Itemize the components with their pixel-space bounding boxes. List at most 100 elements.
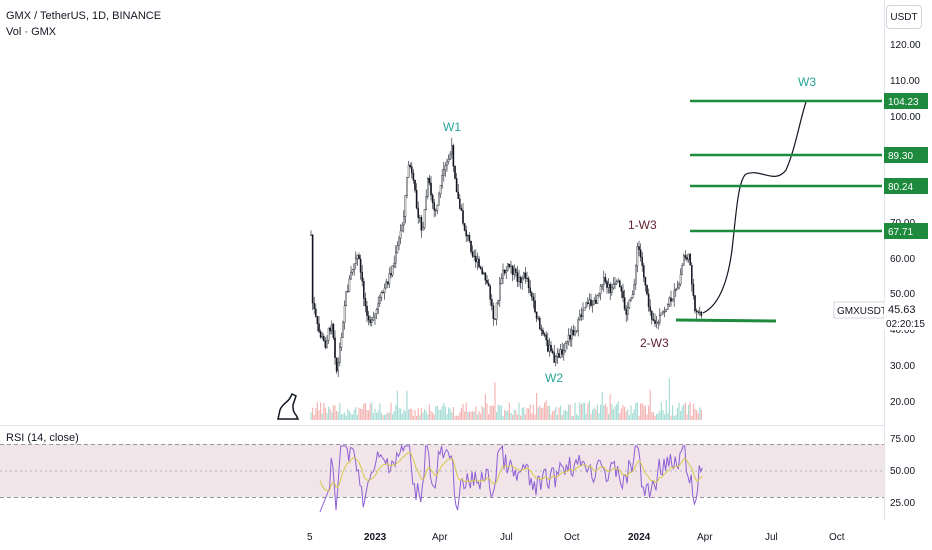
volume-bar	[601, 391, 603, 420]
volume-bar	[590, 413, 592, 420]
candle-body	[529, 287, 531, 293]
volume-bar	[540, 408, 542, 420]
volume-bar	[340, 414, 342, 420]
wave-label-2-w3: 2-W3	[640, 336, 669, 350]
volume-bar	[670, 415, 672, 420]
level-tag-104: 104.23	[884, 93, 928, 109]
candle-body	[473, 255, 476, 258]
candle-body	[443, 169, 445, 176]
candle-body	[598, 293, 600, 296]
candle-body	[383, 287, 386, 293]
candle-body	[569, 335, 571, 340]
candle-body	[599, 285, 602, 294]
candle-body	[447, 159, 450, 162]
volume-bar	[697, 413, 699, 420]
volume-bar	[542, 407, 544, 420]
time-label: Jul	[500, 532, 513, 543]
volume-bar	[545, 400, 547, 420]
volume-bar	[432, 412, 434, 420]
candle-body	[455, 178, 458, 193]
volume-bar	[457, 415, 459, 420]
candle-body	[617, 280, 619, 282]
volume-bar	[460, 408, 462, 420]
volume-bar	[372, 413, 374, 420]
volume-bar	[641, 403, 643, 420]
volume-bar	[672, 405, 674, 420]
candle-body	[635, 265, 637, 285]
volume-bar	[571, 415, 573, 420]
candle-body	[414, 179, 416, 191]
volume-bar	[459, 412, 461, 420]
candle-body	[460, 208, 463, 211]
candle-body	[679, 274, 682, 285]
volume-bar	[403, 409, 405, 420]
volume-bar	[347, 409, 349, 420]
volume-bar	[366, 409, 368, 420]
candle-body	[398, 238, 400, 246]
volume-bar	[516, 414, 518, 420]
volume-bar	[662, 410, 664, 420]
volume-bar	[510, 412, 512, 420]
candle-body	[318, 323, 320, 332]
candle-body	[615, 281, 618, 284]
candle-body	[695, 310, 698, 312]
candle-body	[687, 253, 690, 260]
current-price-label: GMXUSDT 45.63 02:20:15	[833, 301, 928, 330]
volume-bar	[393, 411, 395, 420]
rsi-axis[interactable]: 75.00 50.00 25.00	[890, 434, 915, 509]
volume-bar	[361, 409, 363, 420]
candle-body	[526, 277, 528, 280]
volume-bar	[344, 412, 346, 420]
wave-label-1-w3: 1-W3	[628, 218, 657, 232]
price-tick: 50.00	[890, 289, 915, 300]
time-label: Jul	[765, 532, 778, 543]
candle-body	[388, 273, 391, 285]
volume-bar	[419, 415, 421, 420]
currency-button[interactable]: USDT	[886, 5, 922, 29]
candle-body	[462, 210, 464, 224]
volume-bar	[424, 409, 426, 420]
candle-body	[686, 257, 688, 260]
candle-body	[431, 194, 434, 203]
price-tick: 120.00	[890, 40, 921, 51]
volume-bar	[499, 404, 501, 420]
candle-body	[563, 350, 565, 355]
candle-body	[667, 304, 669, 310]
candle-body	[374, 313, 376, 318]
candle-body	[420, 217, 423, 231]
candle-body	[665, 309, 667, 312]
candle-body	[337, 362, 340, 372]
candle-body	[363, 281, 365, 299]
volume-bar	[433, 414, 435, 420]
candle-body	[583, 307, 586, 311]
candle-body	[611, 287, 613, 294]
volume-bar	[596, 404, 598, 420]
volume-bar	[318, 410, 320, 420]
candle-body	[532, 296, 535, 302]
volume-bar	[680, 411, 682, 420]
candle-body	[396, 245, 399, 253]
volume-bar	[572, 415, 574, 420]
candle-body	[535, 311, 538, 319]
volume-bar	[574, 402, 576, 420]
volume-bar	[513, 409, 515, 420]
volume-bar	[441, 406, 443, 420]
volume-bar	[700, 409, 702, 420]
volume-bar	[398, 408, 400, 420]
candle-body	[649, 306, 651, 312]
volume-bar	[603, 405, 605, 420]
candle-body	[699, 311, 701, 314]
level-tag-text: 80.24	[888, 182, 913, 193]
volume-bar	[643, 405, 645, 420]
volume-bar	[444, 406, 446, 420]
volume-bar	[400, 408, 402, 420]
volume-bar	[416, 415, 418, 420]
candle-body	[630, 297, 632, 301]
volume-bar	[553, 410, 555, 420]
price-series	[310, 137, 703, 378]
candle-body	[483, 272, 485, 275]
volume-bar	[526, 408, 528, 420]
candle-body	[324, 340, 327, 348]
time-axis[interactable]: 5 2023 Apr Jul Oct 2024 Apr Jul Oct	[307, 532, 845, 543]
